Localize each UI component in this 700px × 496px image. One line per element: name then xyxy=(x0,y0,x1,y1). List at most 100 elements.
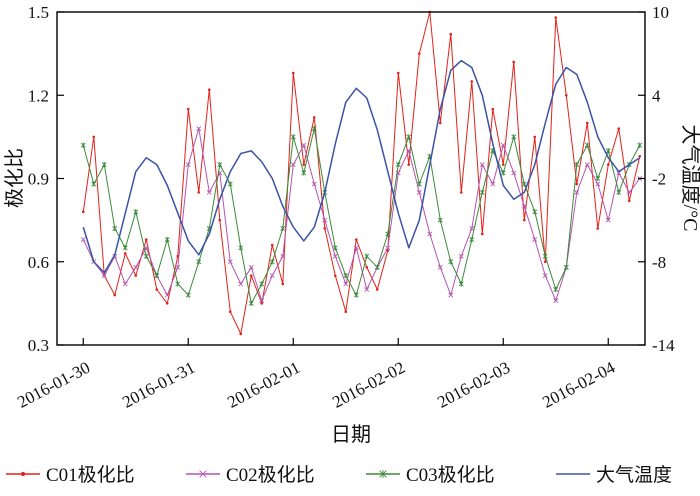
marker-x xyxy=(437,264,443,270)
series-line xyxy=(82,128,641,302)
legend-item-c02: C02极化比 xyxy=(186,464,315,486)
marker-dot xyxy=(302,163,306,166)
marker-dot xyxy=(186,107,190,111)
x-axis-label: 日期 xyxy=(331,424,371,446)
marker-x xyxy=(605,217,611,223)
marker-x xyxy=(280,253,286,259)
marker-x xyxy=(448,292,454,298)
marker-dot xyxy=(239,332,243,336)
marker-dot xyxy=(585,121,589,125)
x-tick-label: 2016-01-31 xyxy=(119,358,198,412)
marker-dot xyxy=(281,282,285,286)
marker-x xyxy=(175,264,181,270)
tick-layer: 0.3 0.6 0.9 1.2 1.5 -14 -8 -2 4 10 2016-01-30 2016-… xyxy=(14,3,675,412)
y-tick-label-right: -14 xyxy=(652,336,675,355)
marker-dot xyxy=(155,288,159,291)
legend-item-c01: C01极化比 xyxy=(6,464,135,486)
marker-x xyxy=(595,181,601,187)
series-layer xyxy=(80,10,643,336)
marker-x xyxy=(343,281,349,287)
marker-dot xyxy=(207,88,211,92)
series-c03 xyxy=(80,125,643,307)
marker-dot xyxy=(218,218,222,222)
series-line xyxy=(82,11,641,335)
marker-dot xyxy=(449,32,453,36)
marker-x xyxy=(311,181,317,187)
marker-dot xyxy=(92,135,96,139)
marker-dot xyxy=(407,163,411,166)
marker-x xyxy=(322,217,328,223)
marker-x xyxy=(584,162,590,168)
marker-x xyxy=(206,189,212,195)
y-tick-label-left: 1.5 xyxy=(28,3,49,22)
marker-dot xyxy=(228,310,232,314)
y-tick-label-left: 0.9 xyxy=(28,170,49,189)
marker-dot xyxy=(134,274,138,277)
marker-dot xyxy=(144,238,148,241)
marker-dot xyxy=(312,116,316,119)
marker-dot xyxy=(575,182,579,186)
marker-dot xyxy=(344,310,348,314)
marker-x xyxy=(332,253,338,259)
marker-dot xyxy=(20,471,26,477)
marker-dot xyxy=(375,288,379,291)
series-temperature xyxy=(82,59,641,274)
marker-dot xyxy=(291,71,295,75)
marker-x xyxy=(553,298,559,304)
marker-dot xyxy=(459,191,463,194)
marker-dot xyxy=(554,16,558,19)
marker-dot xyxy=(260,302,264,305)
marker-x xyxy=(427,231,433,237)
marker-x xyxy=(406,148,412,154)
marker-x xyxy=(122,281,128,287)
legend-label: C02极化比 xyxy=(226,464,315,486)
marker-dot xyxy=(617,127,621,130)
marker-x xyxy=(532,237,538,242)
marker-x xyxy=(511,170,517,176)
marker-x xyxy=(185,162,191,168)
marker-dot xyxy=(323,227,327,230)
marker-dot xyxy=(638,154,642,158)
marker-x xyxy=(458,253,464,259)
marker-dot xyxy=(113,293,117,297)
marker-dot xyxy=(270,243,274,247)
marker-dot xyxy=(491,107,495,111)
marker-dot xyxy=(512,60,516,64)
legend-label: 大气温度 xyxy=(596,464,672,486)
marker-dot xyxy=(522,218,526,222)
marker-dot xyxy=(501,163,505,166)
x-tick-label: 2016-01-30 xyxy=(14,358,93,412)
marker-x xyxy=(521,203,527,209)
y-tick-label-right: 10 xyxy=(652,3,669,22)
marker-x xyxy=(101,273,107,279)
y-tick-label-left: 0.6 xyxy=(28,253,49,272)
y-tick-label-right: -2 xyxy=(652,170,666,189)
marker-x xyxy=(479,162,485,168)
marker-x xyxy=(196,126,202,131)
series-line xyxy=(82,128,641,304)
marker-x xyxy=(301,142,307,148)
marker-x xyxy=(469,226,475,231)
marker-dot xyxy=(249,274,253,277)
x-tick-label: 2016-02-02 xyxy=(329,358,408,412)
marker-x xyxy=(164,292,170,298)
plot-border xyxy=(56,11,646,346)
series-line xyxy=(82,59,641,274)
marker-dot xyxy=(123,252,127,255)
legend-label: C01极化比 xyxy=(46,464,135,486)
marker-x xyxy=(490,181,496,187)
marker-x xyxy=(385,245,391,251)
marker-dot xyxy=(480,232,484,236)
marker-dot xyxy=(165,302,169,305)
marker-x xyxy=(626,189,632,195)
marker-dot xyxy=(354,238,358,241)
x-tick-label: 2016-02-04 xyxy=(539,358,618,412)
marker-x xyxy=(542,273,548,279)
marker-dot xyxy=(438,121,442,125)
marker-x xyxy=(227,259,233,265)
marker-x xyxy=(248,264,254,270)
axes-frame xyxy=(56,11,646,346)
marker-dot xyxy=(417,52,421,55)
marker-x xyxy=(238,281,244,287)
